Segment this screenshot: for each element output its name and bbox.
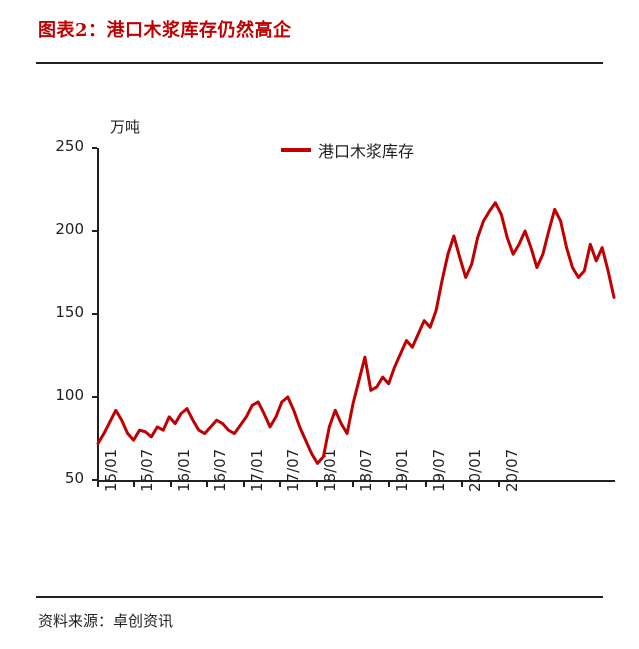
legend-label-port-pulp-inventory: 港口木浆库存 [318, 142, 415, 161]
x-tick-mark [169, 482, 172, 487]
top-divider [36, 62, 603, 64]
chart-container: 万吨 港口木浆库存 50 100 150 200 250 15/01 15/07 16/01… [36, 80, 616, 580]
line-series-port-pulp-inventory [96, 201, 616, 465]
y-tick-mark [92, 313, 97, 315]
y-tick-label: 250 [55, 137, 84, 155]
y-tick-label: 150 [55, 303, 84, 321]
y-tick-mark [92, 230, 97, 232]
y-tick-mark [92, 479, 97, 481]
x-tick-mark [206, 482, 209, 487]
page-title: 图表2：港口木浆库存仍然高企 [38, 20, 292, 41]
y-tick-mark [92, 147, 97, 149]
y-axis-unit-label: 万吨 [110, 118, 141, 136]
source-note: 资料来源：卓创资讯 [38, 612, 174, 630]
x-tick-mark [388, 482, 391, 487]
x-tick-mark [461, 482, 464, 487]
x-tick-mark [133, 482, 136, 487]
x-tick-mark [242, 482, 245, 487]
bottom-divider [36, 596, 603, 598]
x-axis-line [97, 480, 615, 482]
plot-area [96, 148, 616, 480]
chart-legend: 港口木浆库存 [281, 138, 414, 162]
y-tick-label: 200 [55, 220, 84, 238]
x-tick-mark [424, 482, 427, 487]
y-tick-label: 100 [55, 386, 84, 404]
y-tick-label: 50 [64, 469, 84, 487]
y-tick-mark [92, 396, 97, 398]
y-axis-line [97, 148, 99, 482]
x-tick-mark [97, 482, 99, 487]
x-tick-mark [497, 482, 500, 487]
x-tick-mark [315, 482, 318, 487]
legend-swatch-port-pulp-inventory [281, 148, 311, 152]
x-tick-mark [279, 482, 282, 487]
x-tick-mark [351, 482, 354, 487]
